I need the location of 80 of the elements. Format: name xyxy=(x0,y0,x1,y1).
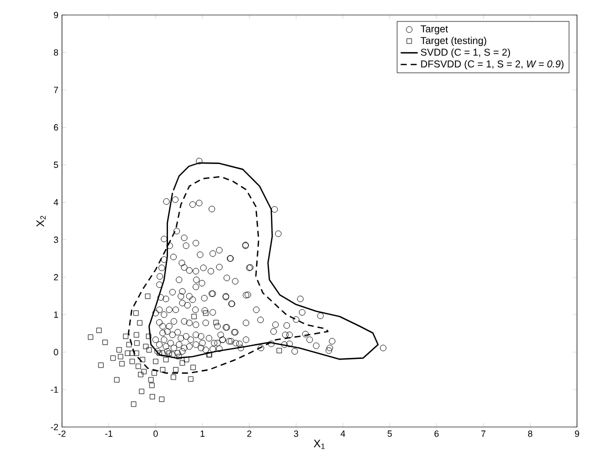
point xyxy=(173,367,178,372)
point xyxy=(123,334,128,339)
point xyxy=(170,374,176,380)
point xyxy=(136,364,141,369)
point xyxy=(118,354,124,360)
point xyxy=(213,320,219,326)
point xyxy=(180,360,185,366)
point xyxy=(176,354,182,360)
point xyxy=(119,361,125,366)
point xyxy=(146,347,152,352)
point xyxy=(145,294,150,299)
point xyxy=(134,340,140,346)
y-tick-label: -2 xyxy=(50,424,58,430)
point xyxy=(98,362,104,368)
point xyxy=(191,314,197,320)
x-axis-title: X$_{1}$ xyxy=(314,440,325,449)
point xyxy=(276,348,282,354)
x-tick-label: 9 xyxy=(574,430,580,437)
point xyxy=(146,334,152,339)
point xyxy=(88,334,94,340)
y-tick-label: 4 xyxy=(54,199,58,206)
point xyxy=(143,344,148,350)
point xyxy=(149,382,155,388)
point xyxy=(156,350,162,356)
x-tick-label: 1 xyxy=(200,430,205,437)
legend-label: Target (testing) xyxy=(420,36,486,46)
point xyxy=(133,310,139,316)
point xyxy=(190,364,196,370)
point xyxy=(159,396,164,402)
y-tick-label: 3 xyxy=(54,236,58,243)
point xyxy=(134,350,140,356)
y-tick-label: 1 xyxy=(54,312,58,318)
x-tick-label: 5 xyxy=(388,430,392,437)
legend-label: SVDD (C = 1, S = 2) xyxy=(420,48,510,58)
x-tick-label: -1 xyxy=(105,430,112,437)
y-tick-label: 8 xyxy=(54,49,58,56)
point xyxy=(166,350,172,356)
point xyxy=(152,358,158,364)
x-tick-label: 3 xyxy=(294,430,298,437)
x-tick-label: 8 xyxy=(528,430,532,437)
point xyxy=(130,402,136,407)
y-tick-label: 0 xyxy=(54,348,58,356)
y-axis-title: X$_{2}$ xyxy=(36,216,46,227)
y-tick-label: 5 xyxy=(54,162,58,168)
y-tick-label: 9 xyxy=(54,12,58,18)
point xyxy=(140,356,146,362)
legend-label: DFSVDD (C = 1, S = 2, W = 0.9) xyxy=(421,60,564,70)
point xyxy=(160,367,166,372)
point xyxy=(141,368,147,374)
y-tick-label: -1 xyxy=(50,386,58,393)
x-tick-label: 7 xyxy=(481,430,486,437)
y-tick-label: 2 xyxy=(54,274,58,280)
point xyxy=(126,342,132,348)
x-tick-label: 2 xyxy=(247,430,252,437)
point xyxy=(110,355,116,361)
y-tick-label: 7 xyxy=(54,86,58,93)
point xyxy=(138,372,144,378)
point xyxy=(124,350,130,356)
point xyxy=(134,332,140,338)
x-tick-label: 4 xyxy=(340,430,346,437)
x-tick-label: 0 xyxy=(153,430,158,437)
point xyxy=(184,356,190,362)
point xyxy=(116,347,122,352)
point xyxy=(96,328,102,334)
point xyxy=(148,377,154,382)
point xyxy=(203,310,208,316)
point xyxy=(114,377,120,382)
y-tick-label: 6 xyxy=(54,124,58,131)
point xyxy=(188,376,194,382)
point xyxy=(130,350,135,356)
x-tick-label: -2 xyxy=(58,430,66,437)
point xyxy=(152,370,157,376)
point xyxy=(137,320,142,326)
point xyxy=(102,340,108,345)
point xyxy=(150,394,156,400)
point xyxy=(130,358,135,364)
legend-label: Target xyxy=(420,25,448,34)
point xyxy=(163,356,169,362)
x-tick-label: 6 xyxy=(434,430,439,437)
point xyxy=(138,388,144,394)
